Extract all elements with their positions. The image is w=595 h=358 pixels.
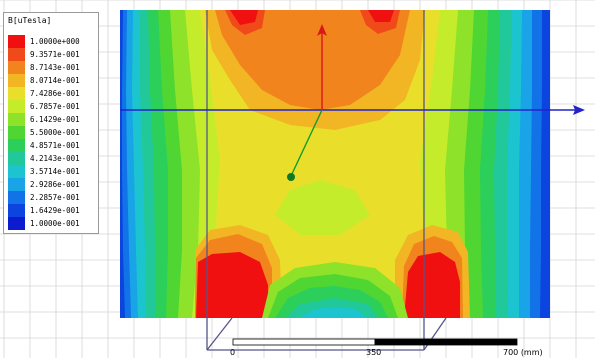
- legend-value-label: 1.0000e+000: [30, 37, 80, 46]
- z-axis-line: [290, 109, 323, 177]
- magnetic-field-contour-plot[interactable]: [120, 10, 550, 318]
- geometry-outline: [206, 10, 447, 351]
- scale-bar: [232, 338, 518, 346]
- legend-value-label: 8.7143e-001: [30, 63, 80, 72]
- bottom-center-lightblue: [298, 307, 368, 318]
- legend-entry: 7.4286e-001: [8, 87, 96, 100]
- legend-value-label: 2.9286e-001: [30, 180, 80, 189]
- legend-swatch: [8, 74, 25, 87]
- top-region-darkorange: [215, 10, 410, 110]
- legend-swatch: [8, 87, 25, 100]
- top-region-red-right: [368, 10, 394, 22]
- legend-value-label: 8.0714e-001: [30, 76, 80, 85]
- legend-swatch: [8, 35, 25, 48]
- z-axis-origin-dot-icon: [287, 173, 295, 181]
- y-axis-arrow-icon: [317, 24, 327, 36]
- legend-entry: 1.6429e-001: [8, 204, 96, 217]
- legend-entry: 8.0714e-001: [8, 74, 96, 87]
- x-axis-arrow-icon: [573, 105, 585, 115]
- scale-label-350: 350: [366, 348, 382, 357]
- legend-swatch: [8, 126, 25, 139]
- legend-swatch: [8, 152, 25, 165]
- top-region-red-left: [230, 10, 258, 25]
- legend-title: B[uTesla]: [8, 16, 52, 25]
- legend-swatch: [8, 139, 25, 152]
- legend-entry: 4.2143e-001: [8, 152, 96, 165]
- legend-value-label: 4.2143e-001: [30, 154, 80, 163]
- legend-value-label: 3.5714e-001: [30, 167, 80, 176]
- legend-entry: 2.2857e-001: [8, 191, 96, 204]
- scale-bar-segment-left: [232, 338, 376, 346]
- lower-right-red: [404, 252, 460, 318]
- legend-entry: 4.8571e-001: [8, 139, 96, 152]
- legend-swatch: [8, 217, 25, 230]
- band-left-8: [120, 10, 125, 318]
- scale-label-0: 0: [230, 348, 236, 357]
- scale-label-700: 700 (mm): [503, 348, 543, 357]
- center-yellowgreen: [275, 180, 370, 235]
- legend-entry: 8.7143e-001: [8, 61, 96, 74]
- legend-entry: 1.0000e+000: [8, 35, 96, 48]
- color-legend[interactable]: B[uTesla] 1.0000e+000 9.3571e-001 8.7143e-…: [3, 12, 99, 234]
- legend-entry: 6.1429e-001: [8, 113, 96, 126]
- legend-entry: 2.9286e-001: [8, 178, 96, 191]
- coordinate-axes[interactable]: [120, 24, 585, 181]
- legend-value-label: 9.3571e-001: [30, 50, 80, 59]
- legend-value-label: 1.0000e-001: [30, 219, 80, 228]
- legend-swatch: [8, 61, 25, 74]
- legend-entry: 1.0000e-001: [8, 217, 96, 230]
- lower-left-red: [196, 252, 268, 318]
- legend-value-label: 4.8571e-001: [30, 141, 80, 150]
- legend-value-label: 7.4286e-001: [30, 89, 80, 98]
- legend-value-label: 6.1429e-001: [30, 115, 80, 124]
- legend-value-label: 5.5000e-001: [30, 128, 80, 137]
- legend-entry: 3.5714e-001: [8, 165, 96, 178]
- legend-value-label: 2.2857e-001: [30, 193, 80, 202]
- band-right-8: [540, 10, 550, 318]
- legend-swatch: [8, 113, 25, 126]
- legend-entry: 9.3571e-001: [8, 48, 96, 61]
- legend-value-label: 1.6429e-001: [30, 206, 80, 215]
- legend-value-label: 6.7857e-001: [30, 102, 80, 111]
- legend-swatch: [8, 204, 25, 217]
- legend-swatch: [8, 191, 25, 204]
- scale-bar-segment-right: [374, 338, 518, 346]
- outline-diag-left: [206, 317, 233, 351]
- legend-swatch: [8, 100, 25, 113]
- legend-entry: 6.7857e-001: [8, 100, 96, 113]
- legend-swatch: [8, 48, 25, 61]
- legend-swatch: [8, 178, 25, 191]
- legend-entry: 5.5000e-001: [8, 126, 96, 139]
- legend-swatch: [8, 165, 25, 178]
